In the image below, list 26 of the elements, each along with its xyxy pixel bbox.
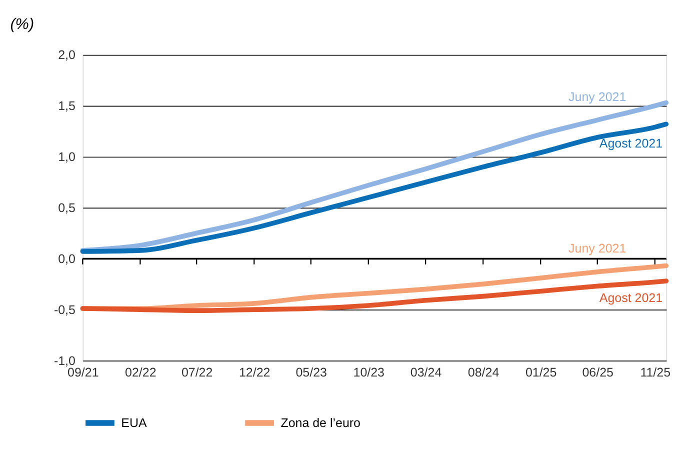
x-tick-label: 09/21 (68, 365, 99, 380)
legend-label: EUA (121, 416, 148, 430)
x-tick-label: 07/22 (181, 365, 213, 380)
x-tick-label: 03/24 (410, 365, 442, 380)
x-tick-label: 02/22 (125, 365, 156, 380)
y-tick-label: 1,0 (58, 150, 76, 164)
x-tick-label: 01/25 (525, 365, 557, 380)
x-tick-label: 10/23 (353, 365, 385, 380)
y-tick-label: -0,5 (54, 302, 76, 317)
y-tick-label: 0,5 (58, 200, 76, 215)
y-tick-label: 0,0 (58, 252, 76, 266)
x-tick-label: 11/25 (640, 365, 671, 380)
annotation: Juny 2021 (568, 90, 626, 104)
y-axis-title: (%) (10, 16, 34, 33)
x-tick-label: 06/25 (582, 365, 614, 380)
x-tick-label: 08/24 (468, 365, 500, 380)
annotation: Juny 2021 (568, 242, 626, 256)
y-tick-label: -1,0 (54, 354, 76, 368)
annotation: Agost 2021 (599, 291, 663, 306)
y-tick-label: 2,0 (58, 48, 76, 62)
line-series (80, 278, 669, 313)
legend-label: Zona de l’euro (280, 416, 361, 430)
x-tick-label: 12/22 (238, 365, 270, 380)
x-tick-label: 05/23 (296, 365, 328, 380)
annotation: Agost 2021 (599, 136, 663, 150)
y-tick-label: 1,5 (58, 99, 76, 114)
